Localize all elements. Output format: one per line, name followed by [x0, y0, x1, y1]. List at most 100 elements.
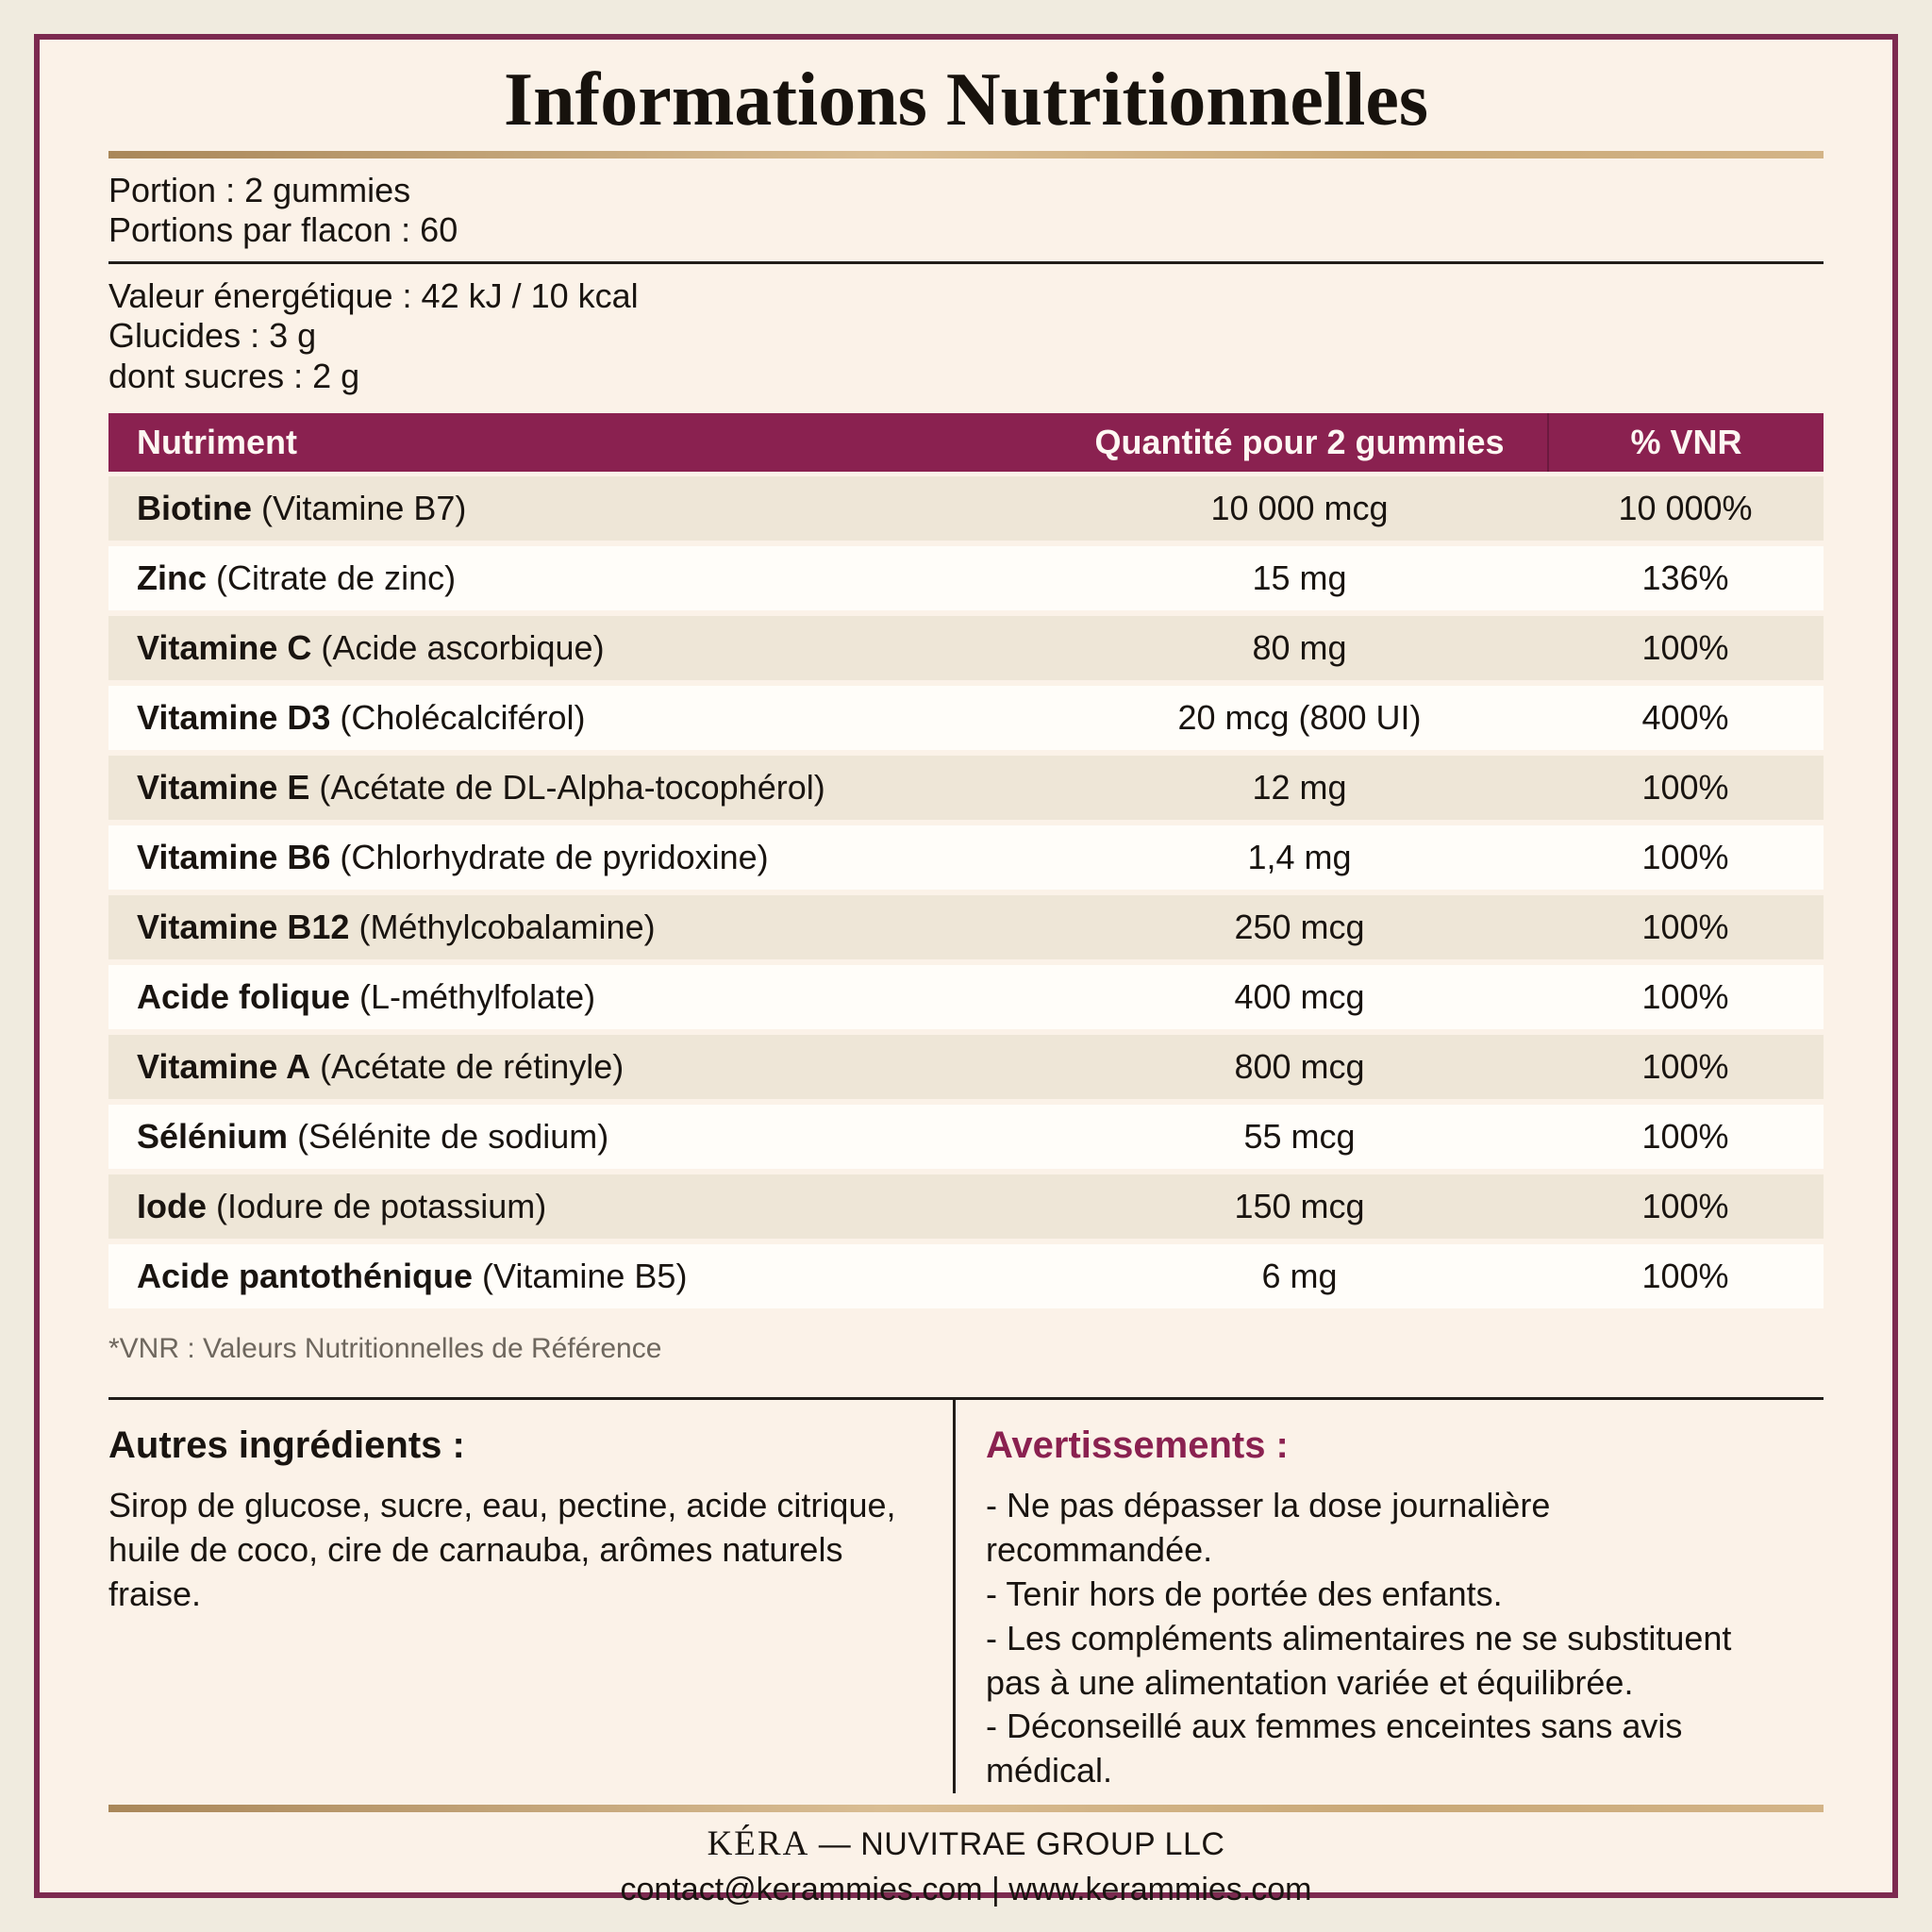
nutrient-name: Vitamine B6 (Chlorhydrate de pyridoxine): [108, 825, 1052, 890]
nutrient-vnr: 100%: [1641, 1187, 1729, 1226]
nutrient-bold-name: Sélénium: [137, 1117, 289, 1157]
nutrient-name: Acide pantothénique (Vitamine B5): [108, 1244, 1052, 1308]
contact-line: contact@kerammies.com | www.kerammies.co…: [620, 1871, 1312, 1907]
warning-item: - Tenir hors de portée des enfants.: [986, 1574, 1503, 1613]
nutrition-label: Informations Nutritionnelles Portion : 2…: [34, 34, 1898, 1907]
nutrient-name: Vitamine D3 (Cholécalciférol): [108, 686, 1052, 750]
ingredients-heading: Autres ingrédients :: [108, 1424, 465, 1467]
energy-value: Valeur énergétique : 42 kJ / 10 kcal: [108, 275, 639, 315]
nutrient-name: Vitamine C (Acide ascorbique): [108, 616, 1052, 680]
nutrient-amount: 150 mcg: [1234, 1187, 1365, 1226]
serving-per-bottle: Portions par flacon : 60: [108, 210, 458, 250]
gold-divider-top: [108, 151, 1824, 158]
nutrient-name: Zinc (Citrate de zinc): [108, 546, 1052, 610]
table-row: Biotine (Vitamine B7) 10 000 mcg 10 000%: [108, 476, 1824, 541]
nutrient-vnr: 10 000%: [1618, 489, 1753, 528]
nutrient-detail: (Acide ascorbique): [321, 628, 605, 668]
company-name: — NUVITRAE GROUP LLC: [818, 1825, 1225, 1862]
warning-item: - Les compléments alimentaires ne se sub…: [986, 1618, 1732, 1702]
nutrient-bold-name: Acide pantothénique: [137, 1257, 474, 1296]
table-row: Vitamine A (Acétate de rétinyle) 800 mcg …: [108, 1035, 1824, 1100]
table-row: Vitamine E (Acétate de DL-Alpha-tocophéro…: [108, 756, 1824, 821]
table-row: Vitamine D3 (Cholécalciférol) 20 mcg (800…: [108, 686, 1824, 751]
nutrient-bold-name: Vitamine B12: [137, 908, 350, 947]
table-row: Acide folique (L-méthylfolate) 400 mcg 10…: [108, 965, 1824, 1030]
ingredients-body: Sirop de glucose, sucre, eau, pectine, a…: [108, 1486, 896, 1613]
nutrient-amount: 250 mcg: [1234, 908, 1365, 947]
label-content: Informations Nutritionnelles Portion : 2…: [40, 60, 1892, 1908]
energy-carbs: Glucides : 3 g: [108, 316, 317, 356]
nutrient-bold-name: Acide folique: [137, 977, 351, 1017]
warning-item: - Ne pas dépasser la dose journalière re…: [986, 1486, 1551, 1570]
brand-line: KÉRA — NUVITRAE GROUP LLC: [108, 1824, 1824, 1864]
nutrient-detail: (Sélénite de sodium): [297, 1117, 609, 1157]
nutrient-bold-name: Vitamine E: [137, 768, 310, 808]
table-row: Zinc (Citrate de zinc) 15 mg 136%: [108, 546, 1824, 611]
vnr-footnote: *VNR : Valeurs Nutritionnelles de Référe…: [108, 1333, 662, 1365]
nutrient-detail: (Cholécalciférol): [340, 698, 586, 738]
nutrient-amount: 12 mg: [1252, 768, 1347, 808]
footer: KÉRA — NUVITRAE GROUP LLC contact@keramm…: [108, 1824, 1824, 1908]
nutrient-bold-name: Iode: [137, 1187, 208, 1226]
table-row: Vitamine C (Acide ascorbique) 80 mg 100%: [108, 616, 1824, 681]
table-row: Acide pantothénique (Vitamine B5) 6 mg 10…: [108, 1244, 1824, 1309]
header-vnr: % VNR: [1547, 413, 1824, 473]
energy-info: Valeur énergétique : 42 kJ / 10 kcal Glu…: [108, 276, 1824, 396]
nutrient-amount: 6 mg: [1261, 1257, 1338, 1296]
page-title: Informations Nutritionnelles: [504, 58, 1428, 142]
brand-name: KÉRA: [707, 1824, 810, 1863]
nutrient-detail: (L-méthylfolate): [359, 977, 596, 1017]
nutrient-amount: 10 000 mcg: [1210, 489, 1389, 528]
nutrient-amount: 20 mcg (800 UI): [1177, 698, 1422, 738]
nutrient-name: Sélénium (Sélénite de sodium): [108, 1105, 1052, 1169]
nutrient-amount: 80 mg: [1252, 628, 1347, 668]
nutrient-bold-name: Vitamine D3: [137, 698, 331, 738]
table-header-row: Nutriment Quantité pour 2 gummies % VNR: [108, 413, 1824, 473]
nutrient-name: Vitamine A (Acétate de rétinyle): [108, 1035, 1052, 1099]
nutrient-vnr: 100%: [1641, 1047, 1729, 1087]
nutrient-vnr: 100%: [1641, 908, 1729, 947]
serving-info: Portion : 2 gummies Portions par flacon …: [108, 171, 1824, 251]
nutrient-vnr: 100%: [1641, 628, 1729, 668]
nutrient-amount: 15 mg: [1252, 558, 1347, 598]
nutrient-name: Vitamine E (Acétate de DL-Alpha-tocophéro…: [108, 756, 1052, 820]
nutrient-vnr: 100%: [1641, 977, 1729, 1017]
nutrient-name: Biotine (Vitamine B7): [108, 476, 1052, 541]
energy-sugars: dont sucres : 2 g: [108, 356, 360, 395]
table-row: Iode (Iodure de potassium) 150 mcg 100%: [108, 1174, 1824, 1240]
table-row: Sélénium (Sélénite de sodium) 55 mcg 100%: [108, 1105, 1824, 1170]
header-amount: Quantité pour 2 gummies: [1094, 423, 1505, 462]
nutrient-detail: (Méthylcobalamine): [358, 908, 656, 947]
nutrient-detail: (Acétate de rétinyle): [320, 1047, 625, 1087]
warnings-heading: Avertissements :: [986, 1424, 1289, 1467]
nutrient-amount: 400 mcg: [1234, 977, 1365, 1017]
nutrient-vnr: 100%: [1641, 838, 1729, 877]
nutrient-vnr: 136%: [1641, 558, 1729, 598]
bottom-section: Autres ingrédients : Sirop de glucose, s…: [108, 1397, 1824, 1793]
nutrient-bold-name: Biotine: [137, 489, 252, 528]
nutrient-detail: (Vitamine B5): [482, 1257, 688, 1296]
table-row: Vitamine B6 (Chlorhydrate de pyridoxine) …: [108, 825, 1824, 891]
gold-divider-bottom: [108, 1804, 1824, 1812]
table-row: Vitamine B12 (Méthylcobalamine) 250 mcg 1…: [108, 895, 1824, 960]
nutrient-name: Acide folique (L-méthylfolate): [108, 965, 1052, 1029]
nutrient-detail: (Iodure de potassium): [216, 1187, 547, 1226]
nutrient-amount: 800 mcg: [1234, 1047, 1365, 1087]
nutrient-detail: (Acétate de DL-Alpha-tocophérol): [319, 768, 825, 808]
ingredients-column: Autres ingrédients : Sirop de glucose, s…: [108, 1400, 953, 1793]
divider-line-top: [108, 260, 1824, 264]
nutrient-bold-name: Vitamine C: [137, 628, 312, 668]
nutrient-amount: 55 mcg: [1243, 1117, 1356, 1157]
header-nutrient: Nutriment: [137, 423, 297, 462]
nutrient-bold-name: Vitamine A: [137, 1047, 311, 1087]
nutrient-detail: (Vitamine B7): [261, 489, 467, 528]
nutrient-name: Vitamine B12 (Méthylcobalamine): [108, 895, 1052, 959]
nutrient-bold-name: Vitamine B6: [137, 838, 331, 877]
nutrient-vnr: 100%: [1641, 1117, 1729, 1157]
nutrient-amount: 1,4 mg: [1247, 838, 1352, 877]
nutrient-name: Iode (Iodure de potassium): [108, 1174, 1052, 1239]
nutrient-bold-name: Zinc: [137, 558, 208, 598]
warnings-column: Avertissements : - Ne pas dépasser la do…: [953, 1400, 1824, 1793]
nutrient-vnr: 100%: [1641, 768, 1729, 808]
nutrient-vnr: 400%: [1641, 698, 1729, 738]
